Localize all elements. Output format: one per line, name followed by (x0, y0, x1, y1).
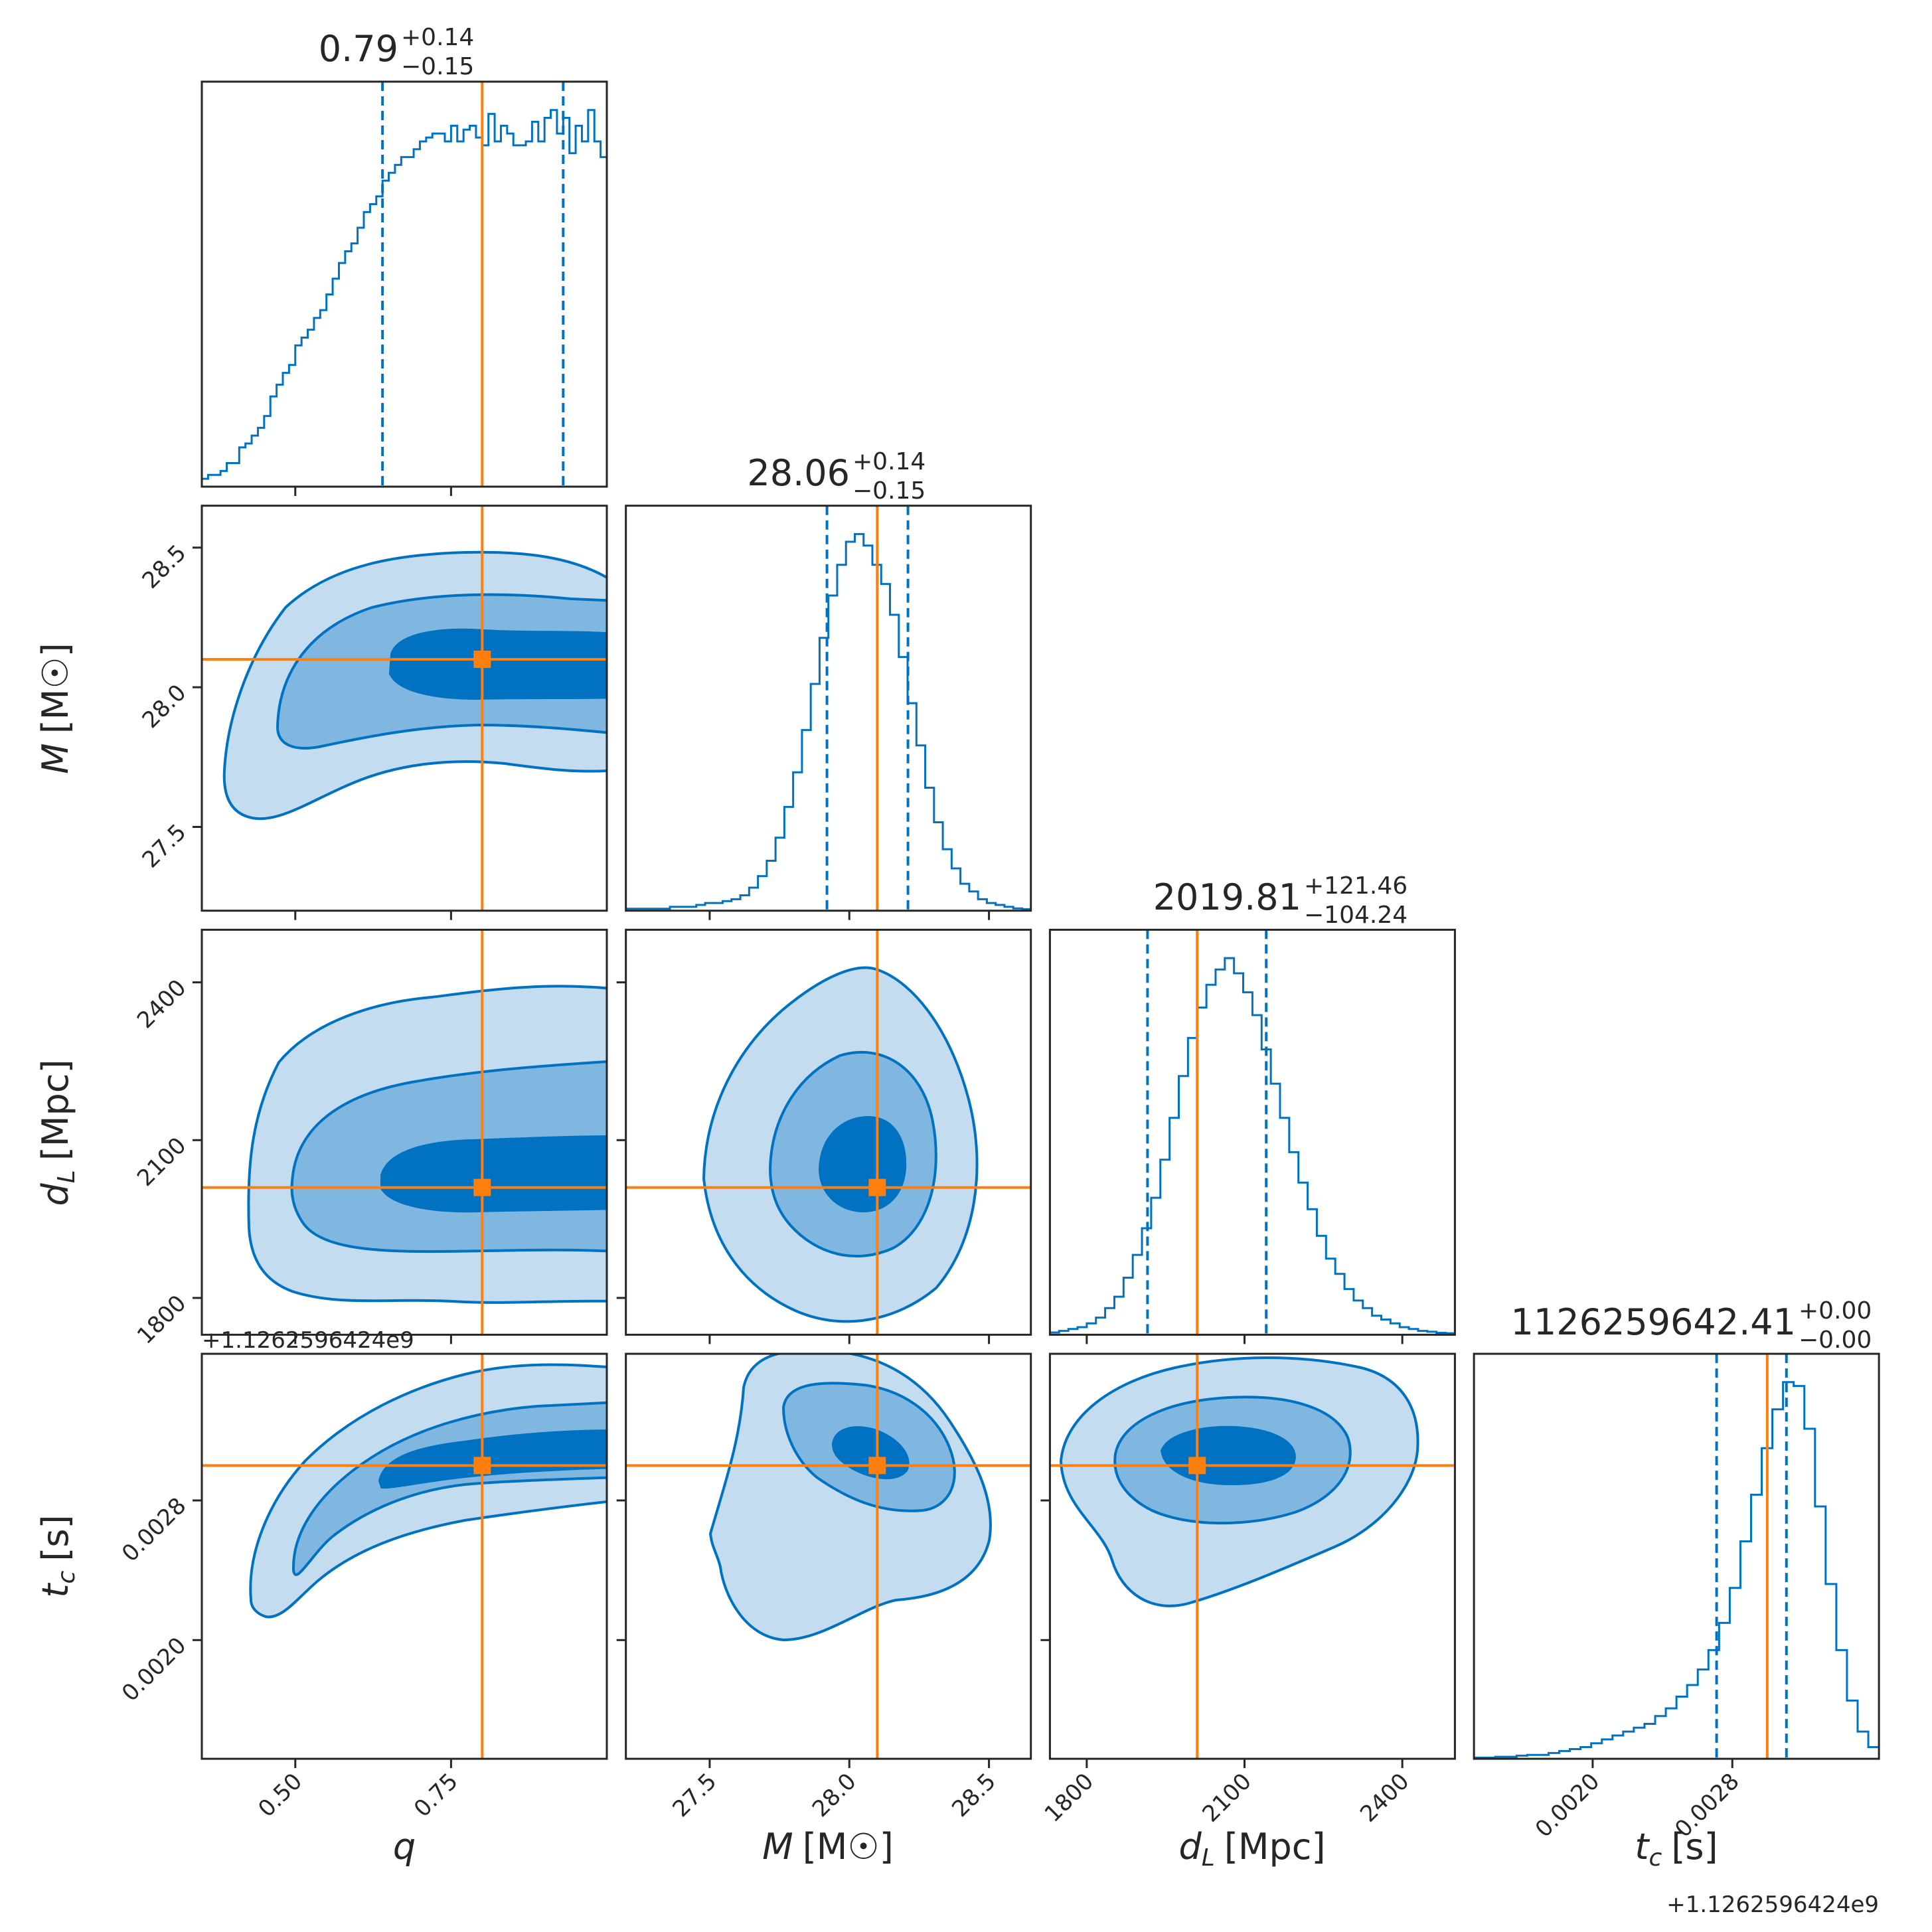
ylabel-M: M[M☉] (35, 643, 76, 774)
ytick-label-dL-2: 2400 (132, 975, 191, 1034)
axes-frame-M-tc (625, 1352, 1032, 1760)
title-M: 28.06 (747, 452, 850, 494)
ytick-label-tc-0: 0.0020 (117, 1632, 191, 1706)
panel-hist-tc (1474, 1354, 1879, 1759)
xtick-label-q-1: 0.75 (409, 1768, 463, 1822)
panel-hist-dL (1050, 930, 1455, 1335)
truth-marker-M-tc (868, 1457, 886, 1475)
panel-hist-M (625, 506, 1030, 911)
ytick-label-tc-1: 0.0028 (117, 1492, 191, 1567)
axes-frame-dL-dL (1048, 928, 1456, 1336)
offset-text-x-tc: +1.1262596424e9 (1666, 1892, 1879, 1918)
axes-frame-M-dL (625, 928, 1032, 1336)
panel-contour-q-tc (249, 1363, 607, 1619)
ytick-label-M-1: 28.0 (137, 679, 192, 734)
truth-marker-q-tc (473, 1457, 491, 1475)
xtick-label-M-2: 28.5 (947, 1768, 1001, 1822)
hist-M-step (625, 532, 1030, 911)
contour-M-dL-inner (818, 1115, 907, 1213)
axes-frame-q-dL (201, 928, 608, 1336)
title-q-plus: +0.14 (401, 24, 474, 51)
offset-text-y-tc: +1.1262596424e9 (202, 1327, 414, 1354)
title-M-plus: +0.14 (852, 448, 926, 475)
title-M-minus: −0.15 (852, 477, 926, 505)
xlabel-q: q (393, 1826, 416, 1868)
truth-marker-dL-tc (1188, 1457, 1206, 1475)
xtick-label-dL-0: 1800 (1040, 1768, 1099, 1827)
truth-marker-M-dL (868, 1178, 886, 1196)
panel-contour-M-tc (708, 1354, 992, 1642)
truth-marker-q-dL (473, 1178, 491, 1196)
axes-frame-q-M (201, 505, 608, 912)
axes-layer: 27.5 28.0 28.5 1800 2100 2400 0.50 0.75 0.0020 0.… (117, 80, 1880, 1843)
xtick-label-dL-1: 2100 (1197, 1768, 1256, 1827)
title-dL: 2019.81 (1153, 876, 1301, 918)
xlabel-M: M [M☉] (762, 1826, 894, 1868)
title-q-minus: −0.15 (401, 53, 474, 80)
truth-marker-q-M (473, 651, 491, 669)
ylabel-dL: dL[Mpc] (35, 1059, 80, 1206)
hist-tc-step (1474, 1381, 1879, 1759)
panel-contour-q-dL (247, 985, 607, 1304)
panel-contour-dL-tc (1059, 1356, 1419, 1607)
axes-frame-tc-tc (1473, 1352, 1880, 1760)
contour-dL-tc-inner (1160, 1425, 1297, 1486)
ytick-label-M-0: 27.5 (137, 819, 192, 874)
panel-hist-q (202, 82, 607, 487)
contour-q-dL-inner (380, 1135, 607, 1213)
xtick-label-M-0: 27.5 (667, 1768, 722, 1822)
truth-overlays (202, 505, 1455, 1759)
xtick-label-M-1: 28.0 (807, 1768, 862, 1822)
title-tc-minus: −0.00 (1799, 1327, 1872, 1354)
contour-q-M-inner (388, 628, 607, 700)
ytick-label-dL-1: 2100 (132, 1132, 191, 1191)
xtick-label-q-0: 0.50 (253, 1768, 307, 1822)
xtick-label-dL-2: 2400 (1355, 1768, 1414, 1827)
axes-frame-M-M (625, 505, 1032, 912)
contour-q-tc-inner (378, 1429, 607, 1489)
xtick-label-tc-0: 0.0020 (1530, 1768, 1605, 1842)
ylabel-tc: tc[s] (35, 1514, 80, 1597)
xlabel-dL: dL [Mpc] (1178, 1826, 1325, 1872)
hist-q-step (202, 109, 607, 487)
title-dL-minus: −104.24 (1304, 902, 1408, 929)
axes-frame-q-tc (201, 1352, 608, 1760)
title-q: 0.79 (319, 28, 398, 70)
ytick-label-dL-0: 1800 (132, 1290, 191, 1349)
title-dL-plus: +121.46 (1304, 872, 1408, 900)
panel-contour-M-dL (702, 966, 979, 1323)
title-tc-plus: +0.00 (1799, 1297, 1872, 1325)
axes-frame-q-q (201, 80, 608, 488)
axes-frame-dL-tc (1048, 1352, 1456, 1760)
hist-dL-step (1050, 957, 1455, 1335)
title-tc: 1126259642.41 (1511, 1301, 1796, 1343)
xlabel-tc: tc [s] (1635, 1826, 1718, 1872)
ytick-label-M-2: 28.5 (137, 540, 192, 594)
panel-contour-q-M (222, 550, 607, 821)
